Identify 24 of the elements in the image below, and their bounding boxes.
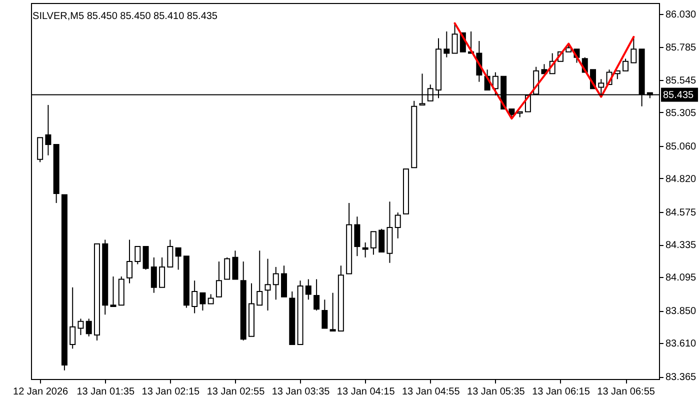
x-tick-label: 12 Jan 2026 [13,386,69,398]
y-tick-label: 83.850 [666,306,697,318]
x-tick-label: 13 Jan 04:55 [402,386,460,398]
y-tick-label: 84.335 [666,240,697,251]
y-tick-label: 85.060 [666,141,697,152]
y-tick-label: 85.305 [666,108,697,119]
y-tick-label: 85.785 [666,42,697,54]
x-tick-label: 13 Jan 06:55 [597,386,656,398]
x-tick-label: 13 Jan 04:15 [336,386,396,398]
y-tick-label: 86.030 [666,9,697,20]
y-tick-label: 83.610 [666,338,697,350]
x-tick-label: 13 Jan 01:35 [76,386,135,398]
text: SILVER,M5 85.450 85.450 85.410 85.435 [32,11,218,22]
y-tick-label: 84.575 [666,207,697,218]
y-tick-label: 83.365 [666,372,697,384]
x-tick-label: 13 Jan 02:15 [142,386,200,398]
y-tick-label: 85.545 [666,75,697,86]
y-tick-label: 84.095 [666,272,697,284]
x-tick-label: 13 Jan 03:35 [272,386,330,398]
ref-line-label: 85.435 [663,90,694,101]
y-tick-label: 84.820 [666,174,697,185]
x-tick-label: 13 Jan 02:55 [206,386,266,398]
x-tick-label: 13 Jan 06:15 [532,386,590,398]
x-tick-label: 13 Jan 05:35 [467,386,526,398]
